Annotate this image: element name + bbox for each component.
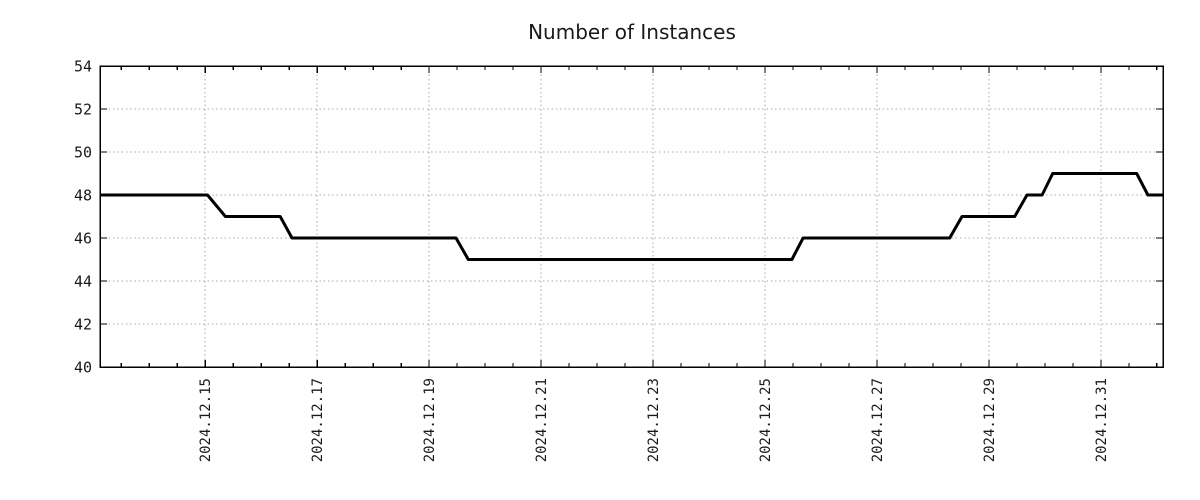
x-tick-label: 2024.12.21	[534, 378, 550, 462]
tick-labels: 40 42 44 46 48 50 52 54 2024.12.15 2024.12.17 2024…	[74, 57, 1110, 462]
chart-title: Number of Instances	[528, 20, 736, 44]
y-tick-label: 54	[74, 57, 92, 75]
x-tick-label: 2024.12.23	[646, 378, 662, 462]
x-tick-label: 2024.12.17	[310, 378, 326, 462]
y-tick-label: 50	[74, 143, 92, 161]
y-tick-label: 42	[74, 315, 92, 333]
line-series	[100, 172, 1163, 261]
x-tick-label: 2024.12.29	[982, 378, 998, 462]
series-line-instances	[100, 172, 1163, 261]
plot-border	[99, 65, 1164, 368]
x-tick-label: 2024.12.15	[198, 378, 214, 462]
axes	[99, 65, 1164, 368]
gridlines	[100, 66, 1163, 367]
y-tick-label: 52	[74, 100, 92, 118]
y-tick-label: 44	[74, 272, 92, 290]
y-tick-label: 48	[74, 186, 92, 204]
x-tick-label: 2024.12.19	[422, 378, 438, 462]
x-tick-label: 2024.12.27	[870, 378, 886, 462]
y-tick-label: 46	[74, 229, 92, 247]
x-tick-label: 2024.12.31	[1094, 378, 1110, 462]
x-tick-label: 2024.12.25	[758, 378, 774, 462]
y-tick-label: 40	[74, 358, 92, 376]
